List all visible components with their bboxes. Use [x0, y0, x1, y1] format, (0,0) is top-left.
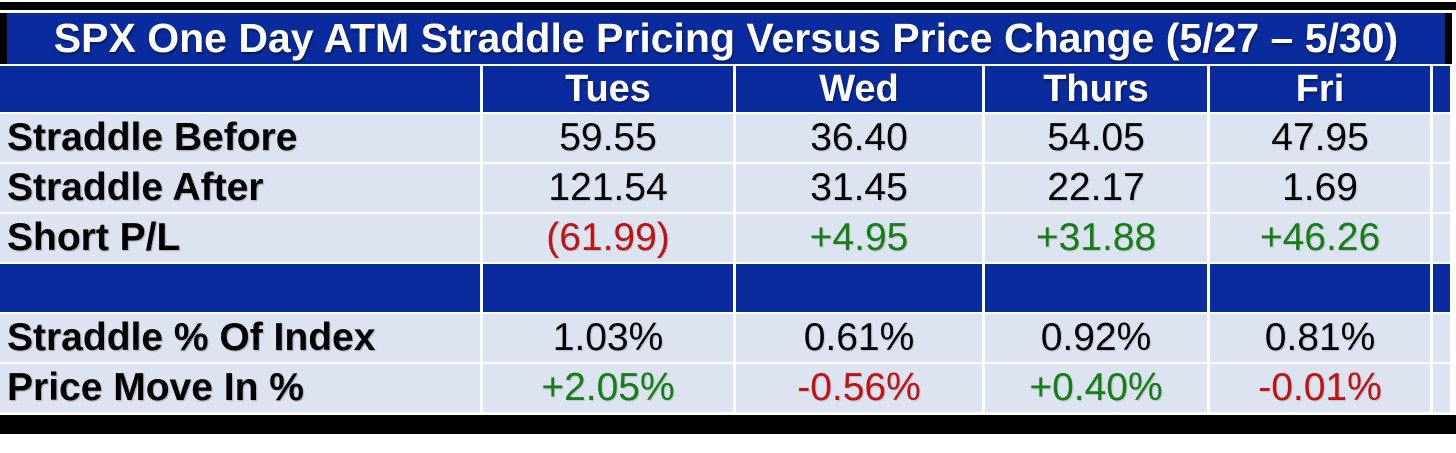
spacer-cell — [483, 264, 733, 312]
value-cell: -0.56% — [736, 364, 982, 412]
value-cell: +31.88 — [985, 214, 1207, 262]
row-label: Straddle After — [0, 164, 480, 212]
column-header-wed: Wed — [736, 66, 982, 112]
value-cell: +46.26 — [1210, 214, 1430, 262]
sliver-cell — [1433, 214, 1450, 262]
value-cell: 121.54 — [483, 164, 733, 212]
row-straddle-pct-of-index: Straddle % Of Index 1.03% 0.61% 0.92% 0.… — [0, 314, 1452, 362]
spacer-cell — [1210, 264, 1430, 312]
row-label: Short P/L — [0, 214, 480, 262]
value-cell: 36.40 — [736, 114, 982, 162]
spacer-cell — [1433, 264, 1450, 312]
column-header-tues: Tues — [483, 66, 733, 112]
row-price-move-pct: Price Move In % +2.05% -0.56% +0.40% -0.… — [0, 364, 1452, 412]
table-title: SPX One Day ATM Straddle Pricing Versus … — [53, 15, 1399, 61]
value-cell: 0.61% — [736, 314, 982, 362]
bottom-border-bar — [0, 415, 1456, 434]
row-label: Straddle % Of Index — [0, 314, 480, 362]
column-header-sliver — [1433, 66, 1450, 112]
value-cell: 47.95 — [1210, 114, 1430, 162]
column-header-blank — [0, 66, 480, 112]
sliver-cell — [1433, 114, 1450, 162]
value-cell: +2.05% — [483, 364, 733, 412]
blank-spacer-row — [0, 264, 1452, 312]
value-cell: 31.45 — [736, 164, 982, 212]
sliver-cell — [1433, 164, 1450, 212]
sliver-cell — [1433, 364, 1450, 412]
row-straddle-before: Straddle Before 59.55 36.40 54.05 47.95 — [0, 114, 1452, 162]
data-table: Tues Wed Thurs Fri Straddle Before 59.55… — [0, 66, 1452, 412]
value-cell: -0.01% — [1210, 364, 1430, 412]
sliver-cell — [1433, 314, 1450, 362]
column-header-row: Tues Wed Thurs Fri — [0, 66, 1452, 112]
spacer-cell — [736, 264, 982, 312]
value-cell: +0.40% — [985, 364, 1207, 412]
row-label: Straddle Before — [0, 114, 480, 162]
value-cell: 1.69 — [1210, 164, 1430, 212]
column-header-thurs: Thurs — [985, 66, 1207, 112]
value-cell: 54.05 — [985, 114, 1207, 162]
top-border-bar — [0, 2, 1456, 10]
table-title-bar: SPX One Day ATM Straddle Pricing Versus … — [0, 13, 1452, 64]
spacer-cell — [0, 264, 480, 312]
value-cell: +4.95 — [736, 214, 982, 262]
spacer-cell — [985, 264, 1207, 312]
row-label: Price Move In % — [0, 364, 480, 412]
row-straddle-after: Straddle After 121.54 31.45 22.17 1.69 — [0, 164, 1452, 212]
value-cell: 59.55 — [483, 114, 733, 162]
row-short-pl: Short P/L (61.99) +4.95 +31.88 +46.26 — [0, 214, 1452, 262]
value-cell: 0.81% — [1210, 314, 1430, 362]
value-cell: (61.99) — [483, 214, 733, 262]
column-header-fri: Fri — [1210, 66, 1430, 112]
value-cell: 0.92% — [985, 314, 1207, 362]
value-cell: 22.17 — [985, 164, 1207, 212]
value-cell: 1.03% — [483, 314, 733, 362]
